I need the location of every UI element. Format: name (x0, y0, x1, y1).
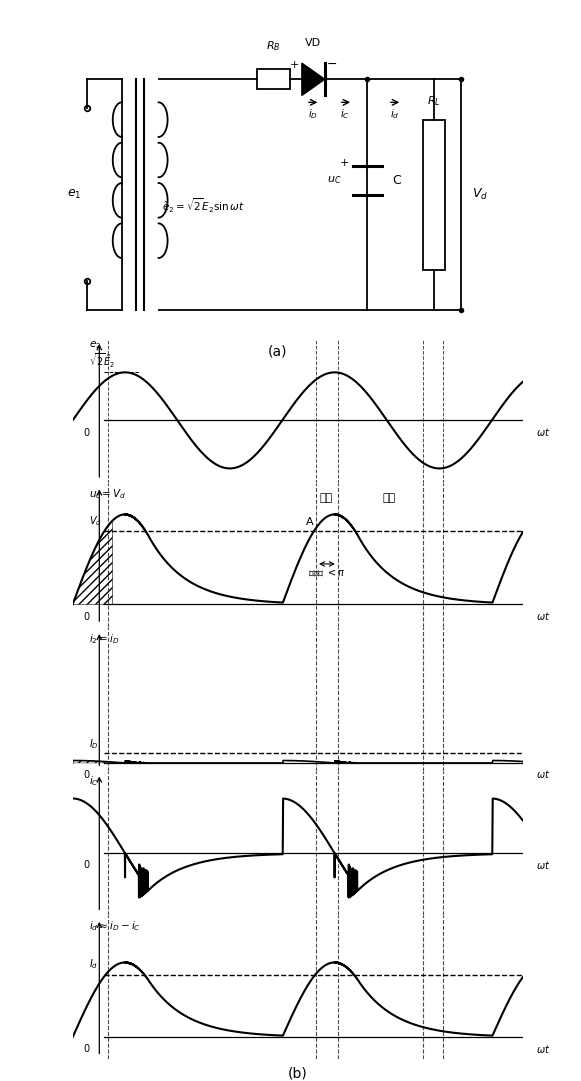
Text: 0: 0 (83, 1044, 89, 1054)
Text: 0: 0 (83, 612, 89, 622)
Text: $i_d$: $i_d$ (390, 107, 400, 121)
Text: $I_d$: $I_d$ (89, 957, 99, 971)
Text: 0: 0 (83, 770, 89, 780)
Text: $\omega t$: $\omega t$ (536, 769, 551, 780)
Text: $\omega t$: $\omega t$ (536, 1043, 551, 1055)
Text: $\omega t$: $\omega t$ (536, 858, 551, 870)
Text: $R_B$: $R_B$ (266, 40, 281, 53)
Text: $\omega t$: $\omega t$ (536, 610, 551, 622)
Text: $i_d\approx i_D-i_C$: $i_d\approx i_D-i_C$ (89, 919, 141, 933)
Text: $i_C$: $i_C$ (89, 774, 99, 788)
Text: $i_C$: $i_C$ (340, 107, 350, 121)
Text: C: C (392, 174, 401, 187)
Bar (422, 120, 445, 269)
Text: (a): (a) (267, 345, 287, 359)
Text: $\omega t$: $\omega t$ (536, 426, 551, 438)
Text: $i_2=i_D$: $i_2=i_D$ (89, 632, 120, 646)
Text: +: + (340, 158, 350, 168)
Text: $V_d$: $V_d$ (89, 515, 102, 528)
Text: $V_d$: $V_d$ (472, 187, 488, 202)
Text: 充电: 充电 (320, 493, 333, 503)
Text: 0: 0 (83, 860, 89, 870)
Text: $u_c=V_d$: $u_c=V_d$ (89, 488, 127, 501)
Text: (b): (b) (288, 1066, 307, 1080)
Text: $e_1$: $e_1$ (67, 188, 82, 201)
Text: $I_D$: $I_D$ (89, 737, 99, 750)
Text: A: A (306, 517, 313, 528)
Polygon shape (302, 63, 325, 95)
Text: +: + (290, 59, 299, 70)
Text: 放电: 放电 (383, 493, 396, 503)
Bar (257, 69, 289, 90)
Text: −: − (327, 58, 338, 71)
Text: $\sqrt{2}\tilde{E}_2$: $\sqrt{2}\tilde{E}_2$ (89, 351, 116, 370)
Text: $e_2$: $e_2$ (89, 339, 102, 350)
Text: $i_D$: $i_D$ (308, 107, 318, 121)
Text: VD: VD (305, 38, 321, 48)
Text: 0: 0 (83, 428, 89, 438)
Text: $\tilde{e}_2=\sqrt{2}E_2\sin\omega t$: $\tilde{e}_2=\sqrt{2}E_2\sin\omega t$ (162, 197, 245, 215)
Text: $R_L$: $R_L$ (427, 94, 440, 108)
Text: $u_C$: $u_C$ (327, 174, 342, 186)
Text: 导电角 $<\pi$: 导电角 $<\pi$ (308, 568, 346, 578)
